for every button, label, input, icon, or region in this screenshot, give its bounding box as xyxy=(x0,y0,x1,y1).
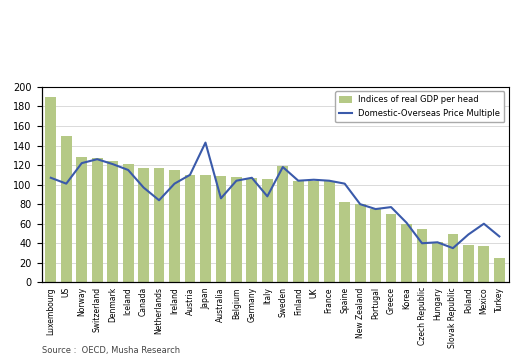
Bar xyxy=(417,229,428,282)
Bar xyxy=(308,181,319,282)
Bar xyxy=(215,176,226,282)
Bar xyxy=(432,242,443,282)
Bar xyxy=(447,235,458,282)
Bar xyxy=(185,175,196,282)
Bar xyxy=(107,161,118,282)
Bar xyxy=(138,168,149,282)
Bar xyxy=(92,158,103,282)
Bar xyxy=(231,177,242,282)
Bar xyxy=(45,97,56,282)
Bar xyxy=(386,214,397,282)
Bar xyxy=(401,224,412,282)
Bar xyxy=(76,157,87,282)
Bar xyxy=(494,258,505,282)
Bar xyxy=(247,178,257,282)
Bar xyxy=(262,179,273,282)
Bar xyxy=(354,204,365,282)
Legend: Indices of real GDP per head, Domestic-Overseas Price Multiple: Indices of real GDP per head, Domestic-O… xyxy=(335,91,504,122)
Bar xyxy=(200,175,211,282)
Bar xyxy=(293,181,304,282)
Bar xyxy=(154,168,165,282)
Bar xyxy=(122,164,133,282)
Bar xyxy=(463,245,474,282)
Text: Source :  OECD, Musha Research: Source : OECD, Musha Research xyxy=(42,346,180,355)
Bar xyxy=(169,170,180,282)
Bar xyxy=(61,136,72,282)
Bar xyxy=(339,202,350,282)
Bar xyxy=(479,246,489,282)
Bar xyxy=(277,166,288,282)
Bar xyxy=(370,209,381,282)
Text: Figure 8 :  Personal Income (Per Capita Real GDP) and the Domestic-Overseas
Pric: Figure 8 : Personal Income (Per Capita R… xyxy=(10,22,519,50)
Bar xyxy=(324,181,335,282)
